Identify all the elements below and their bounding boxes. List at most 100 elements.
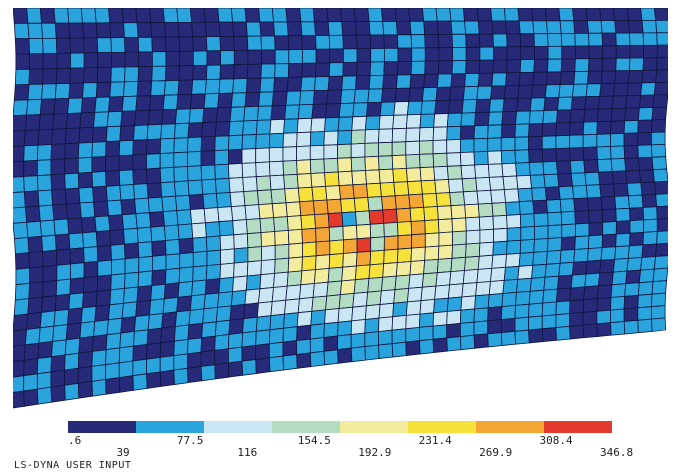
mesh-element — [173, 338, 189, 357]
mesh-element — [175, 194, 191, 212]
mesh-element — [612, 82, 629, 97]
mesh-element — [64, 142, 80, 160]
mesh-element — [626, 82, 643, 97]
mesh-element — [364, 115, 381, 131]
mesh-element — [570, 96, 587, 111]
mesh-element — [27, 22, 44, 40]
mesh-element — [326, 8, 343, 23]
mesh-element — [478, 215, 494, 231]
mesh-element — [409, 20, 426, 36]
mesh-element — [284, 298, 300, 315]
mesh-element — [109, 228, 125, 246]
mesh-element — [342, 61, 358, 77]
mesh-element — [378, 343, 394, 359]
mesh-element — [383, 221, 399, 238]
mesh-element — [164, 224, 180, 241]
mesh-element — [27, 296, 44, 315]
mesh-element — [13, 313, 29, 332]
mesh-element — [300, 269, 316, 286]
mesh-element — [164, 65, 181, 82]
mesh-element — [67, 97, 83, 114]
mesh-element — [596, 108, 613, 123]
mesh-element — [37, 189, 54, 207]
mesh-element — [110, 243, 126, 261]
mesh-element — [572, 8, 588, 22]
mesh-element — [24, 205, 41, 223]
mesh-element — [502, 175, 519, 191]
mesh-element — [517, 264, 534, 280]
mesh-element — [588, 57, 604, 72]
mesh-element — [651, 131, 666, 146]
mesh-element — [118, 360, 134, 379]
mesh-element — [27, 235, 44, 254]
mesh-element — [438, 47, 454, 62]
mesh-element — [487, 124, 503, 139]
mesh-element — [638, 94, 655, 109]
mesh-element — [437, 33, 454, 49]
mesh-element — [105, 155, 120, 172]
mesh-element — [575, 222, 590, 238]
mesh-element — [23, 388, 39, 407]
mesh-element — [55, 278, 71, 297]
mesh-element — [529, 276, 546, 292]
mesh-element — [151, 240, 167, 257]
mesh-element — [342, 251, 358, 268]
mesh-element — [351, 115, 367, 131]
mesh-element — [408, 87, 425, 102]
legend-tick-label: 39 — [116, 446, 130, 459]
mesh-element — [381, 195, 397, 211]
mesh-element — [309, 144, 325, 161]
mesh-element — [241, 330, 257, 348]
mesh-element — [179, 252, 194, 269]
mesh-element — [136, 22, 153, 38]
mesh-element — [282, 146, 298, 162]
mesh-element — [233, 49, 249, 66]
mesh-element — [542, 288, 558, 304]
mesh-element — [367, 276, 384, 293]
mesh-element — [68, 82, 85, 99]
mesh-element — [600, 20, 617, 34]
mesh-element — [325, 185, 342, 201]
mesh-element — [383, 235, 399, 251]
mesh-element — [214, 177, 231, 194]
mesh-element — [506, 33, 522, 48]
mesh-element — [597, 158, 613, 173]
mesh-element — [28, 37, 44, 55]
mesh-element — [137, 241, 153, 259]
mesh-element — [309, 350, 326, 368]
mesh-element — [94, 96, 111, 113]
mesh-element — [393, 287, 410, 304]
mesh-element — [473, 307, 489, 323]
mesh-element — [122, 286, 139, 304]
mesh-element — [95, 289, 112, 307]
mesh-element — [465, 216, 481, 232]
mesh-element — [599, 8, 616, 22]
mesh-element — [515, 110, 531, 125]
mesh-element — [56, 52, 71, 70]
mesh-element — [582, 323, 598, 339]
mesh-element — [229, 106, 246, 122]
mesh-element — [517, 187, 534, 203]
mesh-element — [460, 112, 477, 127]
mesh-element — [341, 211, 357, 227]
mesh-element — [120, 110, 137, 127]
mesh-element — [465, 46, 481, 61]
mesh-element — [569, 147, 585, 162]
mesh-element — [560, 32, 576, 47]
mesh-element — [326, 280, 343, 297]
mesh-element — [243, 190, 260, 207]
mesh-element — [219, 262, 235, 280]
mesh-element — [382, 208, 398, 224]
mesh-element — [656, 230, 668, 245]
mesh-element — [558, 83, 575, 98]
mesh-element — [91, 349, 107, 367]
mesh-element — [201, 121, 217, 138]
mesh-element — [137, 65, 153, 82]
mesh-element — [327, 21, 344, 36]
mesh-element — [479, 46, 494, 61]
mesh-element — [610, 295, 626, 311]
mesh-element — [641, 19, 658, 34]
mesh-element — [368, 263, 385, 279]
mesh-element — [286, 270, 303, 287]
mesh-element — [596, 284, 613, 300]
